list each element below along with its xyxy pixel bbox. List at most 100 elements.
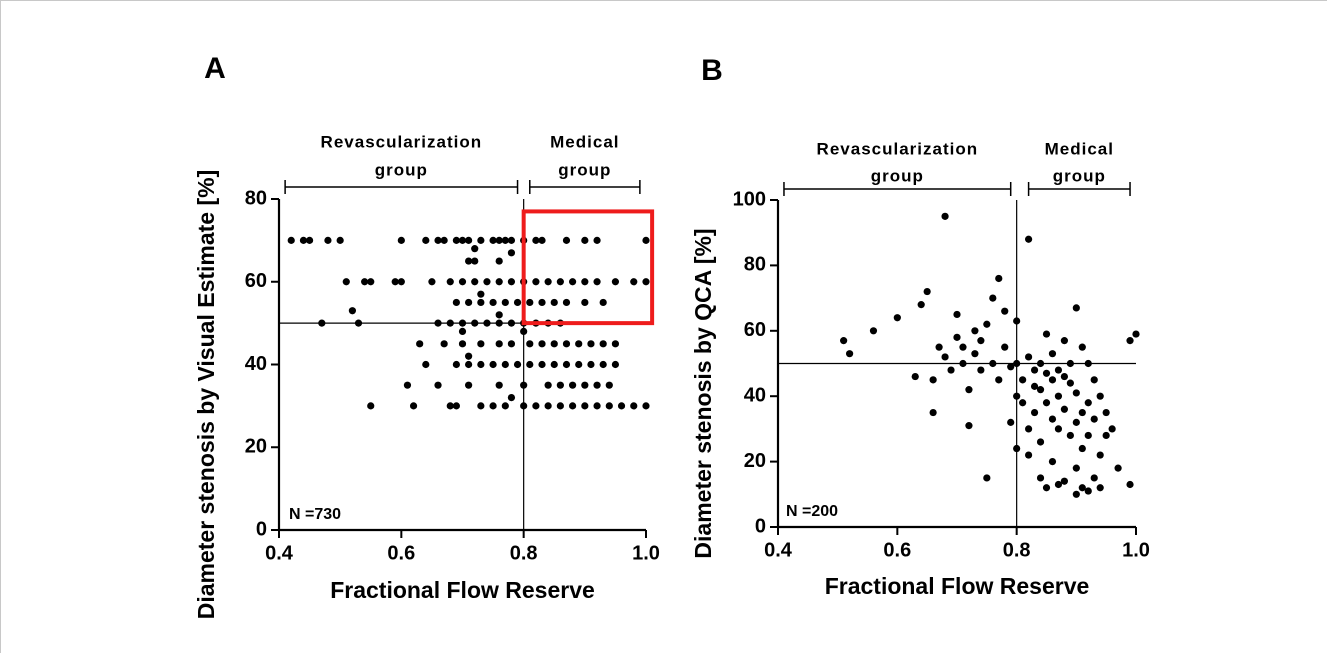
data-point: [458, 278, 467, 286]
data-point: [367, 278, 375, 286]
group-label: group: [375, 160, 428, 179]
data-point: [471, 245, 479, 253]
data-point: [544, 278, 552, 286]
data-point: [1072, 389, 1080, 397]
data-point: [538, 340, 546, 348]
data-point: [489, 236, 497, 244]
data-point: [1042, 369, 1051, 377]
x-tick-label: 1.0: [1122, 539, 1150, 561]
data-point: [305, 236, 314, 244]
y-tick-label: 80: [744, 254, 766, 276]
data-point: [1036, 474, 1045, 482]
data-point: [556, 278, 564, 286]
data-point: [593, 278, 601, 286]
data-point: [569, 402, 577, 410]
data-point: [483, 278, 491, 286]
data-point: [354, 319, 363, 327]
data-point: [1096, 484, 1104, 492]
data-point: [989, 294, 997, 302]
y-tick-label: 0: [755, 515, 766, 537]
data-point: [941, 353, 949, 361]
data-point: [556, 402, 564, 410]
data-point: [556, 381, 564, 389]
data-point: [538, 236, 546, 244]
data-point: [501, 298, 509, 307]
data-point: [1090, 474, 1098, 482]
data-point: [422, 236, 430, 244]
data-point: [599, 360, 607, 369]
data-point: [526, 340, 534, 348]
data-point: [642, 402, 650, 410]
n-label: N =730: [289, 506, 341, 523]
data-point: [1072, 490, 1080, 498]
data-point: [361, 278, 369, 286]
y-tick-label: 100: [733, 188, 766, 210]
data-point: [953, 310, 961, 319]
data-point: [593, 381, 601, 389]
data-point: [544, 381, 552, 389]
data-point: [440, 340, 448, 348]
data-point: [1066, 359, 1074, 368]
data-point: [513, 298, 522, 307]
data-point: [562, 340, 571, 348]
x-tick-label: 1.0: [632, 542, 660, 564]
data-point: [642, 236, 650, 244]
data-point: [599, 298, 607, 307]
data-point: [434, 319, 442, 327]
data-point: [287, 236, 295, 244]
group-bracket: [783, 182, 1012, 196]
data-point: [1036, 386, 1045, 394]
data-point: [495, 319, 503, 327]
data-point: [446, 402, 454, 410]
data-point: [520, 381, 528, 389]
data-point: [1066, 431, 1074, 440]
data-point: [452, 360, 460, 369]
data-point: [477, 402, 485, 410]
data-point: [544, 402, 552, 410]
group-bracket: [529, 180, 641, 194]
data-point: [1078, 343, 1086, 351]
data-point: [471, 257, 479, 265]
data-point: [483, 319, 491, 327]
data-point: [971, 327, 979, 335]
data-point: [465, 381, 473, 389]
data-point: [1036, 438, 1045, 446]
x-tick-label: 0.4: [265, 542, 294, 564]
data-point: [1036, 359, 1045, 368]
data-point: [507, 236, 516, 244]
data-point: [434, 236, 442, 244]
data-point: [587, 340, 595, 348]
data-point: [489, 360, 497, 369]
data-point: [947, 366, 955, 374]
data-point: [428, 278, 436, 286]
data-point: [569, 381, 577, 389]
y-tick-label: 60: [245, 270, 267, 292]
data-point: [501, 360, 509, 369]
data-point: [416, 340, 424, 348]
data-point: [550, 360, 558, 369]
data-point: [941, 212, 949, 220]
group-label: Medical: [1045, 139, 1114, 158]
data-point: [593, 402, 601, 410]
data-point: [471, 278, 479, 286]
data-point: [562, 298, 571, 307]
data-point: [977, 366, 985, 374]
data-point: [605, 381, 613, 389]
data-point: [1030, 366, 1039, 374]
y-tick-label: 60: [744, 319, 766, 341]
data-point: [1042, 399, 1051, 407]
data-point: [1025, 451, 1033, 459]
data-point: [452, 402, 460, 410]
data-point: [550, 298, 558, 307]
data-point: [446, 278, 454, 286]
data-point: [458, 340, 467, 348]
data-point: [1001, 307, 1009, 315]
data-point: [1060, 405, 1068, 413]
data-point: [581, 298, 589, 307]
data-point: [1013, 317, 1021, 325]
data-point: [977, 337, 985, 345]
data-point: [348, 307, 356, 315]
data-point: [1048, 415, 1057, 423]
panel-label: B: [701, 54, 723, 87]
data-point: [846, 350, 854, 358]
